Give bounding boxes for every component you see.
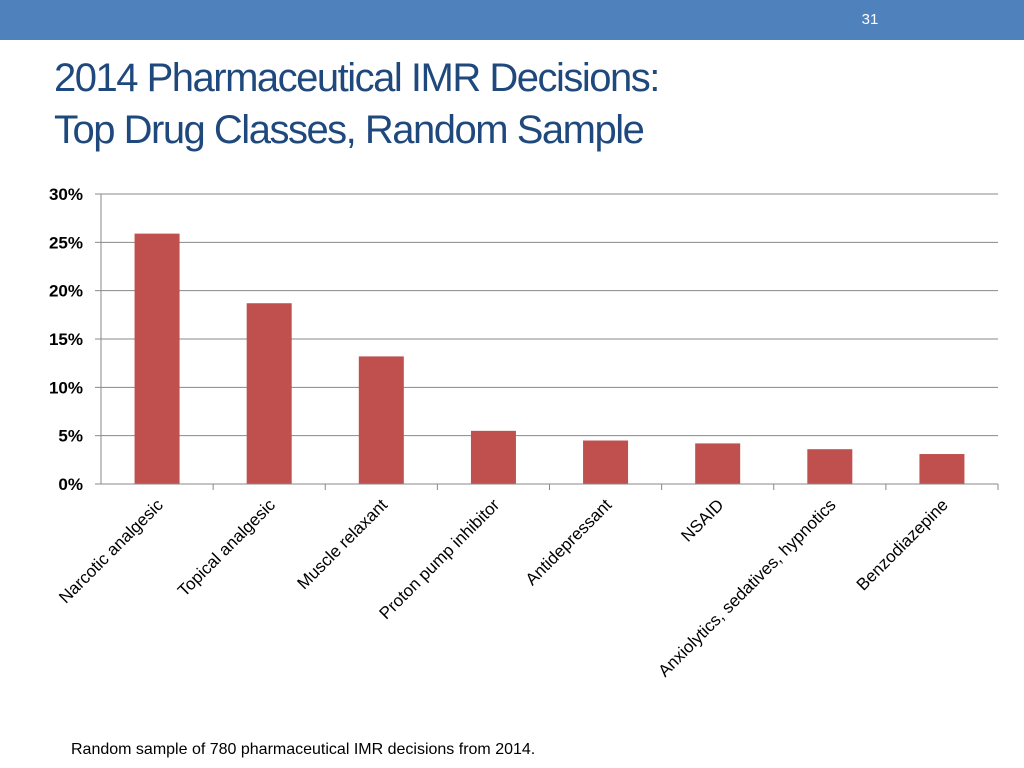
- chart-caption: Random sample of 780 pharmaceutical IMR …: [71, 741, 536, 758]
- x-tick-label: Benzodiazepine: [853, 495, 952, 594]
- slide-title: 2014 Pharmaceutical IMR Decisions: Top D…: [54, 52, 660, 156]
- x-tick-label: Proton pump inhibitor: [376, 495, 504, 623]
- y-tick-label: 10%: [49, 378, 83, 397]
- header-bar: 31: [0, 0, 1024, 40]
- slide-title-line-1: 2014 Pharmaceutical IMR Decisions:: [54, 56, 660, 100]
- slide-title-line-2: Top Drug Classes, Random Sample: [54, 108, 645, 152]
- bar: [134, 233, 180, 484]
- slide-number: 31: [861, 11, 879, 28]
- y-tick-label: 20%: [49, 282, 83, 301]
- bar: [358, 356, 404, 484]
- x-tick-label: Muscle relaxant: [294, 495, 392, 593]
- y-tick-label: 15%: [49, 330, 83, 349]
- y-tick-label: 0%: [58, 475, 83, 494]
- bar: [919, 454, 965, 484]
- x-tick-label: Topical analgesic: [174, 495, 279, 600]
- y-tick-label: 25%: [49, 233, 83, 252]
- y-tick-label: 5%: [58, 427, 83, 446]
- x-tick-label: Narcotic analgesic: [55, 495, 167, 607]
- x-tick-label: NSAID: [677, 495, 727, 545]
- bar: [695, 443, 741, 484]
- x-tick-label: Antidepressant: [522, 495, 616, 589]
- y-tick-label: 30%: [49, 185, 83, 204]
- bar: [246, 303, 292, 484]
- bar: [807, 449, 853, 484]
- bar-chart: 0% 5% 10% 15% 20% 25% 30% Narcotic analgesic Top…: [49, 185, 999, 681]
- bar: [583, 440, 629, 484]
- bar: [470, 430, 516, 484]
- x-tick-label: Anxiolytics, sedatives, hypnotics: [654, 495, 839, 680]
